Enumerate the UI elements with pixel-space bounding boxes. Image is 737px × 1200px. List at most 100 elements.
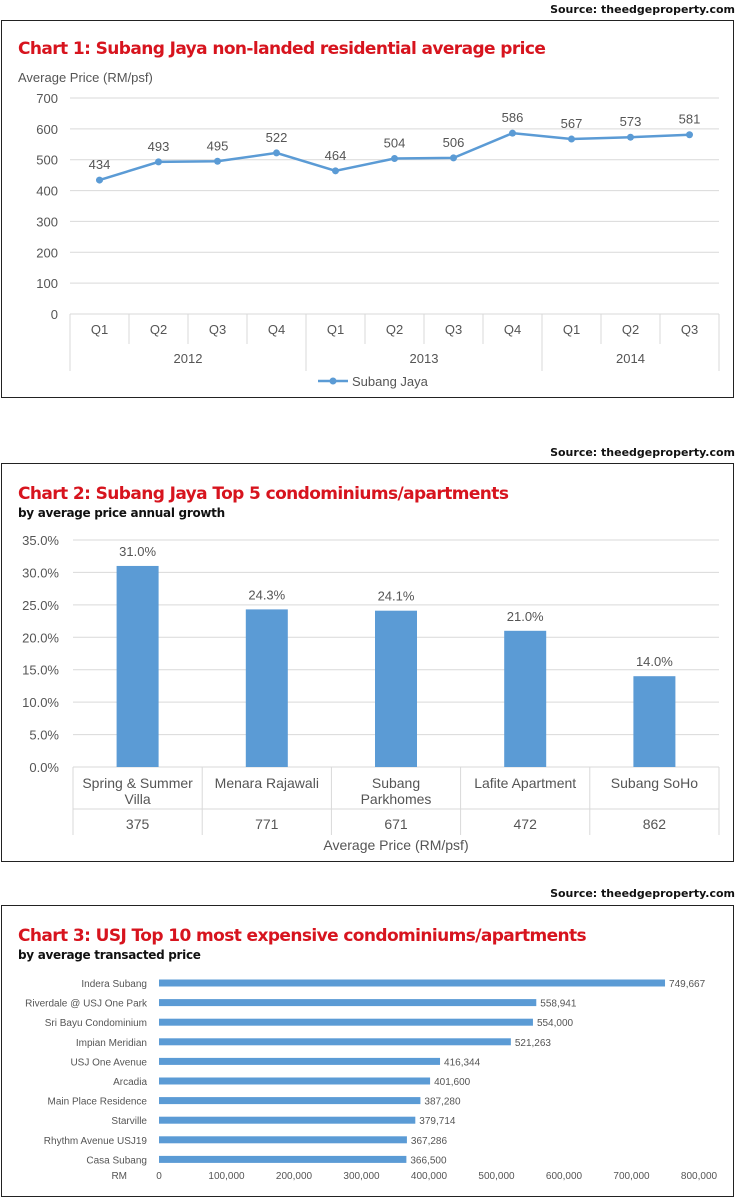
category-label: Sri Bayu Condominium xyxy=(45,1018,147,1029)
data-point xyxy=(96,176,103,184)
data-label: 495 xyxy=(207,138,229,153)
bar xyxy=(159,1057,441,1065)
group-label: 2014 xyxy=(616,351,645,366)
category-label: Arcadia xyxy=(113,1077,147,1088)
chart-2-panel: Chart 2: Subang Jaya Top 5 condominiums/… xyxy=(1,463,734,862)
bar-value-label: 554,000 xyxy=(537,1018,574,1029)
bar-value-label: 31.0% xyxy=(119,544,156,559)
chart-3-panel: Chart 3: USJ Top 10 most expensive condo… xyxy=(1,905,734,1197)
y-tick-label: 35.0% xyxy=(22,533,59,548)
x-unit-label: RM xyxy=(111,1171,127,1182)
x-tick-label: Subang xyxy=(372,775,420,791)
x-tick-label: Q2 xyxy=(622,322,639,337)
secondary-value-label: 771 xyxy=(255,816,279,832)
bar xyxy=(159,1018,533,1026)
legend-marker xyxy=(329,377,337,385)
y-tick-label: 400 xyxy=(36,184,58,199)
y-tick-label: 10.0% xyxy=(22,695,59,710)
bar xyxy=(159,999,537,1007)
data-label: 567 xyxy=(561,116,583,131)
bar xyxy=(159,1155,407,1163)
bar xyxy=(159,1116,416,1124)
x-tick-label: Q4 xyxy=(268,322,285,337)
chart-2-plot: 0.0% 5.0% 10.0% 15.0% 20.0% 25.0% 30.0% 35.0% 31… xyxy=(22,533,720,853)
x-tick-label: 700,000 xyxy=(613,1171,650,1182)
chart-3-plot: Indera Subang 749,667 Riverdale @ USJ One … xyxy=(25,979,717,1182)
data-point xyxy=(509,129,516,137)
bar-value-label: 749,667 xyxy=(669,979,706,990)
bar xyxy=(159,1038,511,1046)
x-tick-label: 500,000 xyxy=(478,1171,515,1182)
group-label: 2013 xyxy=(410,351,439,366)
bar xyxy=(116,565,159,767)
source-note-1: Source: theedgeproperty.com xyxy=(550,3,735,16)
y-tick-label: 30.0% xyxy=(22,565,59,580)
secondary-value-label: 862 xyxy=(643,816,667,832)
x-tick-label: 100,000 xyxy=(208,1171,245,1182)
bar xyxy=(633,676,676,767)
bar-value-label: 14.0% xyxy=(636,654,673,669)
bar xyxy=(159,1136,407,1144)
bar-value-label: 21.0% xyxy=(507,609,544,624)
data-point xyxy=(391,154,398,162)
chart-1-ylabel: Average Price (RM/psf) xyxy=(18,70,153,85)
data-point xyxy=(155,158,162,166)
x-tick-label: 200,000 xyxy=(276,1171,313,1182)
x-tick-label: Q3 xyxy=(445,322,462,337)
y-tick-label: 300 xyxy=(36,214,58,229)
data-label: 506 xyxy=(443,135,465,150)
source-note-3: Source: theedgeproperty.com xyxy=(550,887,735,900)
chart-1-plot: 0 100 200 300 400 500 600 700 Q1 Q2 Q3 Q4 Q1 Q2 Q3 Q4 Q1… xyxy=(36,91,720,389)
x-tick-label: Q2 xyxy=(386,322,403,337)
y-tick-label: 600 xyxy=(36,122,58,137)
bar-value-label: 416,344 xyxy=(444,1057,481,1068)
data-label: 522 xyxy=(266,130,288,145)
x-tick-label: Q1 xyxy=(327,322,344,337)
chart-2-title: Chart 2: Subang Jaya Top 5 condominiums/… xyxy=(18,484,509,504)
data-label: 573 xyxy=(620,114,642,129)
bar-value-label: 387,280 xyxy=(424,1097,461,1108)
chart-1-title: Chart 1: Subang Jaya non-landed resident… xyxy=(18,39,546,59)
x-tick-label: Q2 xyxy=(150,322,167,337)
data-label: 581 xyxy=(679,112,701,127)
bar-value-label: 366,500 xyxy=(410,1155,447,1166)
chart-2-subtitle: by average price annual growth xyxy=(18,506,225,520)
data-point xyxy=(568,135,575,143)
bar-value-label: 367,286 xyxy=(411,1136,448,1147)
y-tick-label: 5.0% xyxy=(29,728,59,743)
category-label: Indera Subang xyxy=(81,979,147,990)
x-tick-label: Q3 xyxy=(681,322,698,337)
x-tick-label: Lafite Apartment xyxy=(474,775,576,791)
data-point xyxy=(450,154,457,162)
y-tick-label: 15.0% xyxy=(22,663,59,678)
data-point xyxy=(332,167,339,175)
data-label: 464 xyxy=(325,148,347,163)
bar xyxy=(159,1097,421,1105)
x-tick-label: Subang SoHo xyxy=(611,775,698,791)
data-point xyxy=(627,133,634,141)
x-tick-label: Q1 xyxy=(91,322,108,337)
x-tick-label: 600,000 xyxy=(546,1171,583,1182)
x-tick-label: 0 xyxy=(156,1171,162,1182)
category-label: Main Place Residence xyxy=(48,1097,148,1108)
data-point xyxy=(686,131,693,139)
bar xyxy=(375,610,417,767)
data-label: 586 xyxy=(502,110,524,125)
bar-value-label: 401,600 xyxy=(434,1077,471,1088)
secondary-value-label: 671 xyxy=(384,816,408,832)
x-tick-label: Menara Rajawali xyxy=(215,775,319,791)
x-tick-label: Q4 xyxy=(504,322,521,337)
y-tick-label: 700 xyxy=(36,91,58,106)
category-label: Riverdale @ USJ One Park xyxy=(25,999,148,1010)
source-note-2: Source: theedgeproperty.com xyxy=(550,446,735,459)
category-label: USJ One Avenue xyxy=(70,1057,147,1068)
y-tick-label: 200 xyxy=(36,245,58,260)
y-tick-label: 25.0% xyxy=(22,598,59,613)
category-label: Impian Meridian xyxy=(76,1038,147,1049)
chart-3-subtitle: by average transacted price xyxy=(18,948,201,962)
data-label: 493 xyxy=(148,139,170,154)
y-tick-label: 0 xyxy=(51,307,58,322)
x-tick-label: 400,000 xyxy=(411,1171,448,1182)
data-label: 504 xyxy=(384,135,406,150)
legend-label: Subang Jaya xyxy=(352,374,429,389)
